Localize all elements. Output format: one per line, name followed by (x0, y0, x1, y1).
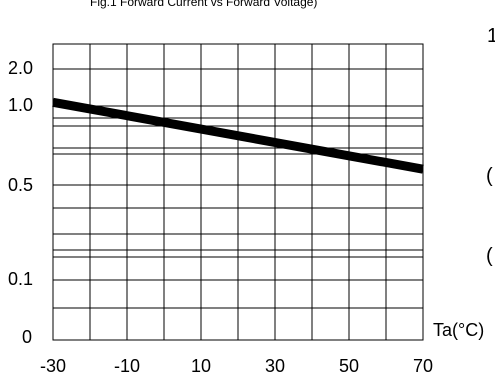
y-tick-label-0: 0 (22, 327, 32, 347)
y-tick-label-2-0: 2.0 (8, 58, 33, 78)
x-tick-label: -30 (40, 356, 66, 376)
x-tick-label: 50 (339, 356, 359, 376)
chart-title-fragment: Fig.1 Forward Current vs Forward Voltage… (90, 0, 317, 9)
edge-mark-3: ( (486, 245, 493, 267)
series-line (52, 97, 424, 174)
x-tick-label: -10 (114, 356, 140, 376)
x-tick-label: 30 (265, 356, 285, 376)
x-axis-label: Ta(°C) (433, 320, 484, 340)
edge-mark-2: ( (486, 165, 493, 187)
y-tick-label-0-5: 0.5 (8, 175, 33, 195)
x-tick-label: 70 (413, 356, 433, 376)
x-tick-labels: -30 -10 10 30 50 70 (40, 356, 433, 376)
grid-vertical (89, 44, 387, 340)
y-tick-label-1-0: 1.0 (8, 95, 33, 115)
x-tick-label: 10 (191, 356, 211, 376)
y-tick-label-0-1: 0.1 (8, 269, 33, 289)
series-group (52, 97, 424, 174)
edge-mark-1: 1 (487, 25, 495, 47)
